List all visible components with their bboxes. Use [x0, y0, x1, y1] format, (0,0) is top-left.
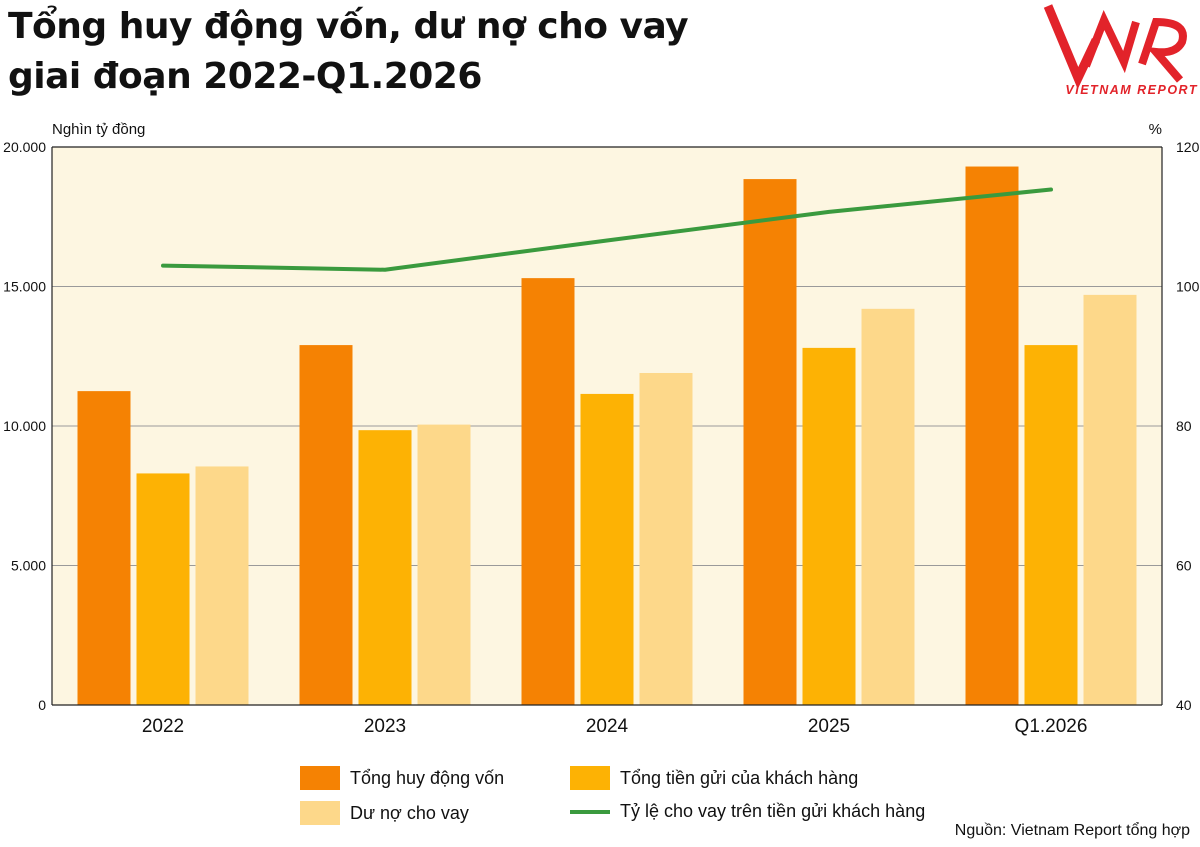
line-point	[1050, 189, 1052, 191]
vietnam-report-logo: VIETNAM REPORT	[1038, 0, 1200, 100]
y-axis-title-right: %	[1149, 121, 1162, 138]
y-tick-label-left: 10.000	[3, 418, 46, 434]
line-point	[162, 265, 164, 267]
x-tick-label: 2023	[364, 716, 406, 737]
y-tick-label-right: 100	[1176, 279, 1200, 295]
bar	[358, 430, 412, 705]
bar	[77, 391, 131, 705]
bar	[136, 473, 190, 705]
bar	[580, 393, 634, 705]
bar-line-chart: 0 40 5.000 60 10.000 80 15.000 100 20.000 120 2022…	[3, 121, 1200, 737]
bar	[417, 424, 471, 705]
bar	[861, 308, 915, 705]
chart-title-line-2: giai đoạn 2022-Q1.2026	[8, 56, 482, 97]
bar	[521, 278, 575, 705]
bar	[639, 372, 693, 705]
legend-label: Tổng huy động vốn	[350, 767, 505, 788]
bar	[195, 466, 249, 705]
legend-label: Tổng tiền gửi của khách hàng	[620, 767, 859, 788]
y-tick-label-left: 5.000	[11, 558, 46, 574]
bar	[965, 166, 1019, 705]
legend-item-ldr: Tỷ lệ cho vay trên tiền gửi khách hàng	[570, 801, 925, 822]
legend-item-total-funds: Tổng huy động vốn	[300, 766, 504, 790]
legend-label: Tỷ lệ cho vay trên tiền gửi khách hàng	[620, 801, 926, 821]
y-tick-label-left: 15.000	[3, 279, 46, 295]
x-tick-label: 2024	[586, 716, 629, 737]
legend-label: Dư nợ cho vay	[350, 802, 469, 823]
y-tick-label-left: 20.000	[3, 139, 46, 155]
legend-swatch-customer-deposits	[570, 766, 610, 790]
bar	[802, 347, 856, 705]
y-tick-label-right: 60	[1176, 558, 1192, 574]
line-point	[828, 211, 830, 213]
y-axis-title-left: Nghìn tỷ đồng	[52, 121, 145, 138]
chart-title: Tổng huy động vốn, dư nợ cho vay giai đo…	[8, 2, 768, 102]
line-point	[606, 239, 608, 241]
y-tick-label-right: 40	[1176, 697, 1192, 713]
y-tick-label-right: 80	[1176, 418, 1192, 434]
bar	[299, 345, 353, 705]
bar	[743, 179, 797, 705]
legend-line-ldr	[570, 809, 610, 814]
vnr-logo-text: VIETNAM REPORT	[1065, 83, 1198, 97]
legend-swatch-total-funds	[300, 766, 340, 790]
legend-item-loans: Dư nợ cho vay	[300, 801, 469, 825]
legend-item-customer-deposits: Tổng tiền gửi của khách hàng	[570, 766, 858, 790]
y-tick-label-left: 0	[38, 697, 46, 713]
x-tick-label: 2025	[808, 716, 850, 737]
bar	[1083, 294, 1137, 705]
line-point	[384, 269, 386, 271]
y-tick-label-right: 120	[1176, 139, 1200, 155]
source-note: Nguồn: Vietnam Report tổng hợp	[954, 822, 1190, 839]
chart-title-line-1: Tổng huy động vốn, dư nợ cho vay	[8, 6, 689, 47]
x-tick-label: Q1.2026	[1015, 716, 1088, 737]
x-tick-label: 2022	[142, 716, 184, 737]
legend-swatch-loans	[300, 801, 340, 825]
vnr-logo-mark: VIETNAM REPORT	[1043, 4, 1198, 97]
bar	[1024, 345, 1078, 705]
